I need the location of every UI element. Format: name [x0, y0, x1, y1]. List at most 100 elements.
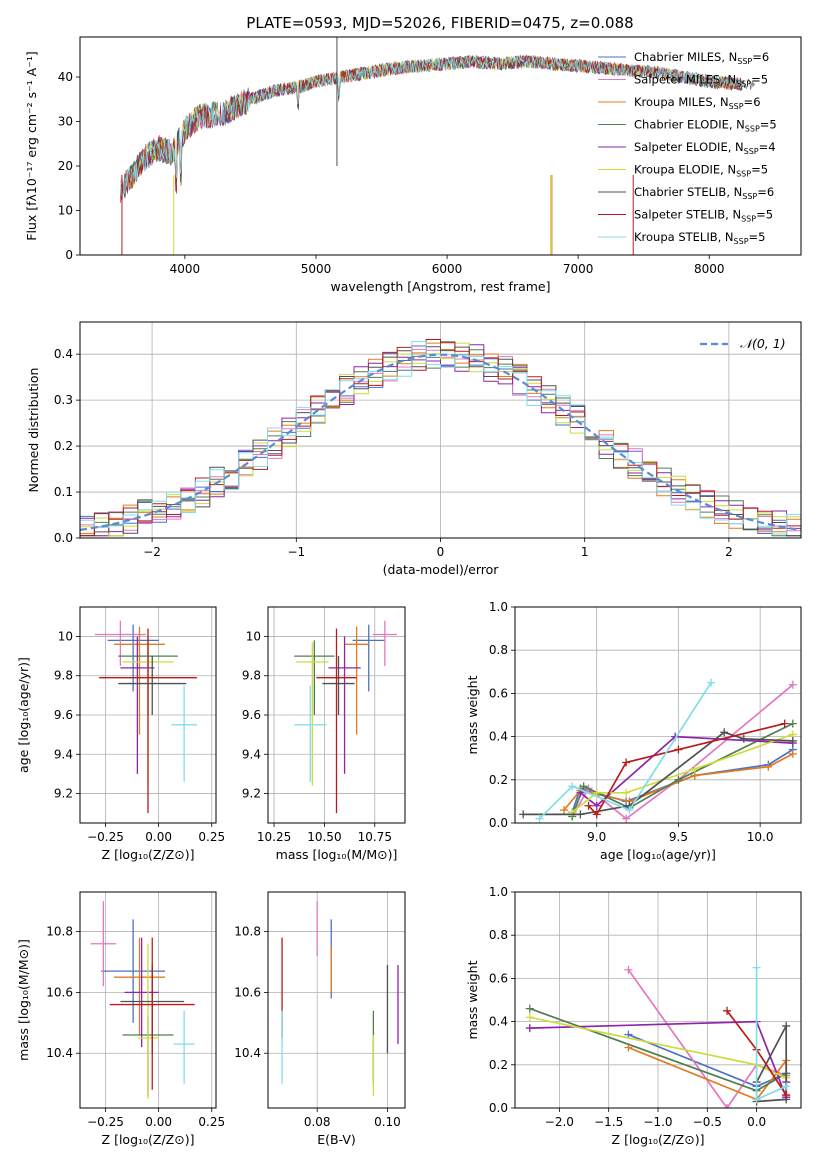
x-tick-label: 7000	[563, 262, 594, 276]
massweight-vs-age-chart: 9.0 9.5 10.0 0.0 0.2 0.4 0.6 0.8 1.0 age [log₁₀(a…	[465, 600, 802, 862]
x-tick-label: −1.5	[594, 1115, 623, 1129]
y-tick-label: 9.2	[54, 787, 73, 801]
data-point	[788, 719, 797, 728]
y-tick-label: 1.0	[489, 600, 508, 614]
legend-nssp-label: , N	[718, 230, 734, 244]
residuals-marks	[80, 339, 801, 538]
x-tick-label: −0.5	[693, 1115, 722, 1129]
axes-frame	[79, 606, 217, 824]
x-tick-label: 5000	[301, 262, 332, 276]
histogram-step	[80, 341, 801, 538]
figure-title: PLATE=0593, MJD=52026, FIBERID=0475, z=0…	[246, 14, 633, 32]
legend-model-name: Chabrier STELIB	[634, 185, 726, 199]
legend-entry: Chabrier ELODIE, NSSP=5	[634, 118, 777, 134]
data-point	[782, 1091, 791, 1100]
y-tick-label: 0.8	[489, 643, 508, 657]
axes-frame	[514, 606, 802, 824]
legend-nssp-value: 4	[768, 140, 775, 154]
y-tick-label: 10.4	[234, 1046, 261, 1060]
age-vs-mass-marks	[294, 620, 397, 814]
legend-nssp-value: 5	[761, 73, 768, 87]
y-tick-label: 0.4	[489, 730, 508, 744]
series-line	[627, 969, 787, 1108]
age-vs-mass-chart: 10.25 10.50 10.75 9.2 9.4 9.6 9.8 10 mass [log₁₀…	[242, 606, 406, 862]
x-tick-label: 0.25	[198, 830, 225, 844]
axes-frame	[267, 891, 406, 1109]
x-axis-label: age [log₁₀(age/yr)]	[600, 847, 716, 862]
mass-vs-Z-marks	[90, 901, 195, 1099]
data-point	[560, 806, 569, 815]
legend-nssp-label: , N	[721, 50, 737, 64]
x-tick-label: 0.00	[145, 1115, 172, 1129]
y-axis-label: age [log₁₀(age/yr)]	[16, 657, 31, 773]
mass-vs-Z-chart: −0.25 0.00 0.25 10.4 10.6 10.8 Z [log₁₀(Z/Z⊙)]…	[16, 891, 225, 1147]
data-point	[720, 728, 729, 737]
y-tick-label: 30	[58, 115, 73, 129]
legend-nssp-subscript: SSP	[729, 102, 744, 111]
axes-frame	[514, 891, 802, 1109]
x-tick-label: −2.0	[545, 1115, 574, 1129]
x-tick-label: 6000	[432, 262, 463, 276]
series-line	[523, 731, 793, 816]
data-point	[579, 782, 588, 791]
x-tick-label: 0.00	[145, 830, 172, 844]
y-tick-label: 9.6	[54, 708, 73, 722]
legend-entry: 𝒩(0, 1)	[740, 336, 786, 351]
data-point	[764, 762, 773, 771]
data-point	[592, 810, 601, 819]
massweight-vs-age-marks	[519, 678, 797, 823]
y-tick-label: 10.8	[234, 925, 261, 939]
legend-nssp-equals: =	[749, 230, 759, 244]
legend-nssp-value: 5	[758, 230, 765, 244]
axes-frame	[79, 321, 802, 539]
data-point	[788, 749, 797, 758]
y-axis-label: mass weight	[465, 960, 480, 1039]
data-point	[674, 745, 683, 754]
y-tick-label: 1.0	[489, 885, 508, 899]
x-tick-label: −1	[287, 545, 305, 559]
data-point	[788, 736, 797, 745]
data-point	[674, 775, 683, 784]
y-tick-label: 9.4	[242, 747, 261, 761]
data-point	[752, 1095, 761, 1104]
y-tick-label: 0.0	[489, 816, 508, 830]
legend-model-name: Chabrier ELODIE	[634, 118, 729, 132]
y-tick-label: 0.3	[54, 393, 73, 407]
legend-model-name: Salpeter STELIB	[634, 208, 725, 222]
residuals-chart: −2 −1 0 1 2 0.0 0.1 0.2 0.3 0.4 (data-model)/error…	[26, 321, 802, 577]
mass-vs-EBV-marks	[281, 901, 399, 1096]
data-point	[723, 1104, 732, 1108]
x-axis-label: (data-model)/error	[383, 562, 500, 577]
y-tick-label: 10.6	[46, 985, 73, 999]
age-vs-Z-marks	[94, 620, 197, 814]
data-point	[782, 1021, 791, 1030]
legend-nssp-subscript: SSP	[745, 125, 760, 134]
y-tick-label: 0.2	[489, 1058, 508, 1072]
y-tick-label: 0.6	[489, 686, 508, 700]
data-point	[576, 810, 585, 819]
y-tick-label: 9.2	[242, 787, 261, 801]
legend-model-name: Chabrier MILES	[634, 50, 721, 64]
x-tick-label: −2	[143, 545, 161, 559]
x-axis-label: wavelength [Angstrom, rest frame]	[330, 279, 550, 294]
legend-nssp-label: , N	[720, 163, 736, 177]
data-point	[592, 788, 601, 797]
data-point	[624, 965, 633, 974]
y-tick-label: 10.4	[46, 1046, 73, 1060]
legend-nssp-equals: =	[751, 163, 761, 177]
legend-nssp-equals: =	[752, 50, 762, 64]
spectrum-chart: 4000 5000 6000 7000 8000 0 10 20 30 40 wavelength …	[24, 36, 802, 294]
x-axis-label: Z [log₁₀(Z/Z⊙)]	[102, 1132, 195, 1147]
data-point	[707, 678, 716, 687]
y-axis-label: mass weight	[465, 675, 480, 754]
series-line	[755, 1025, 788, 1103]
x-tick-label: 10.0	[747, 830, 774, 844]
data-point	[782, 1082, 791, 1091]
legend-nssp-value: 6	[767, 185, 774, 199]
legend-nssp-label: , N	[725, 208, 741, 222]
legend-nssp-equals: =	[759, 140, 769, 154]
legend-nssp-equals: =	[760, 118, 770, 132]
legend-nssp-equals: =	[756, 208, 766, 222]
legend-entry: Chabrier MILES, NSSP=6	[634, 50, 769, 66]
